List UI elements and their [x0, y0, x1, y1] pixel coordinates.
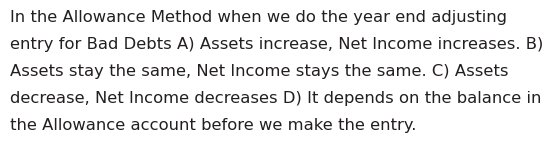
Text: decrease, Net Income decreases D) It depends on the balance in: decrease, Net Income decreases D) It dep…: [10, 91, 541, 106]
Text: entry for Bad Debts A) Assets increase, Net Income increases. B): entry for Bad Debts A) Assets increase, …: [10, 37, 543, 52]
Text: the Allowance account before we make the entry.: the Allowance account before we make the…: [10, 118, 416, 133]
Text: In the Allowance Method when we do the year end adjusting: In the Allowance Method when we do the y…: [10, 10, 507, 25]
Text: Assets stay the same, Net Income stays the same. C) Assets: Assets stay the same, Net Income stays t…: [10, 64, 508, 79]
